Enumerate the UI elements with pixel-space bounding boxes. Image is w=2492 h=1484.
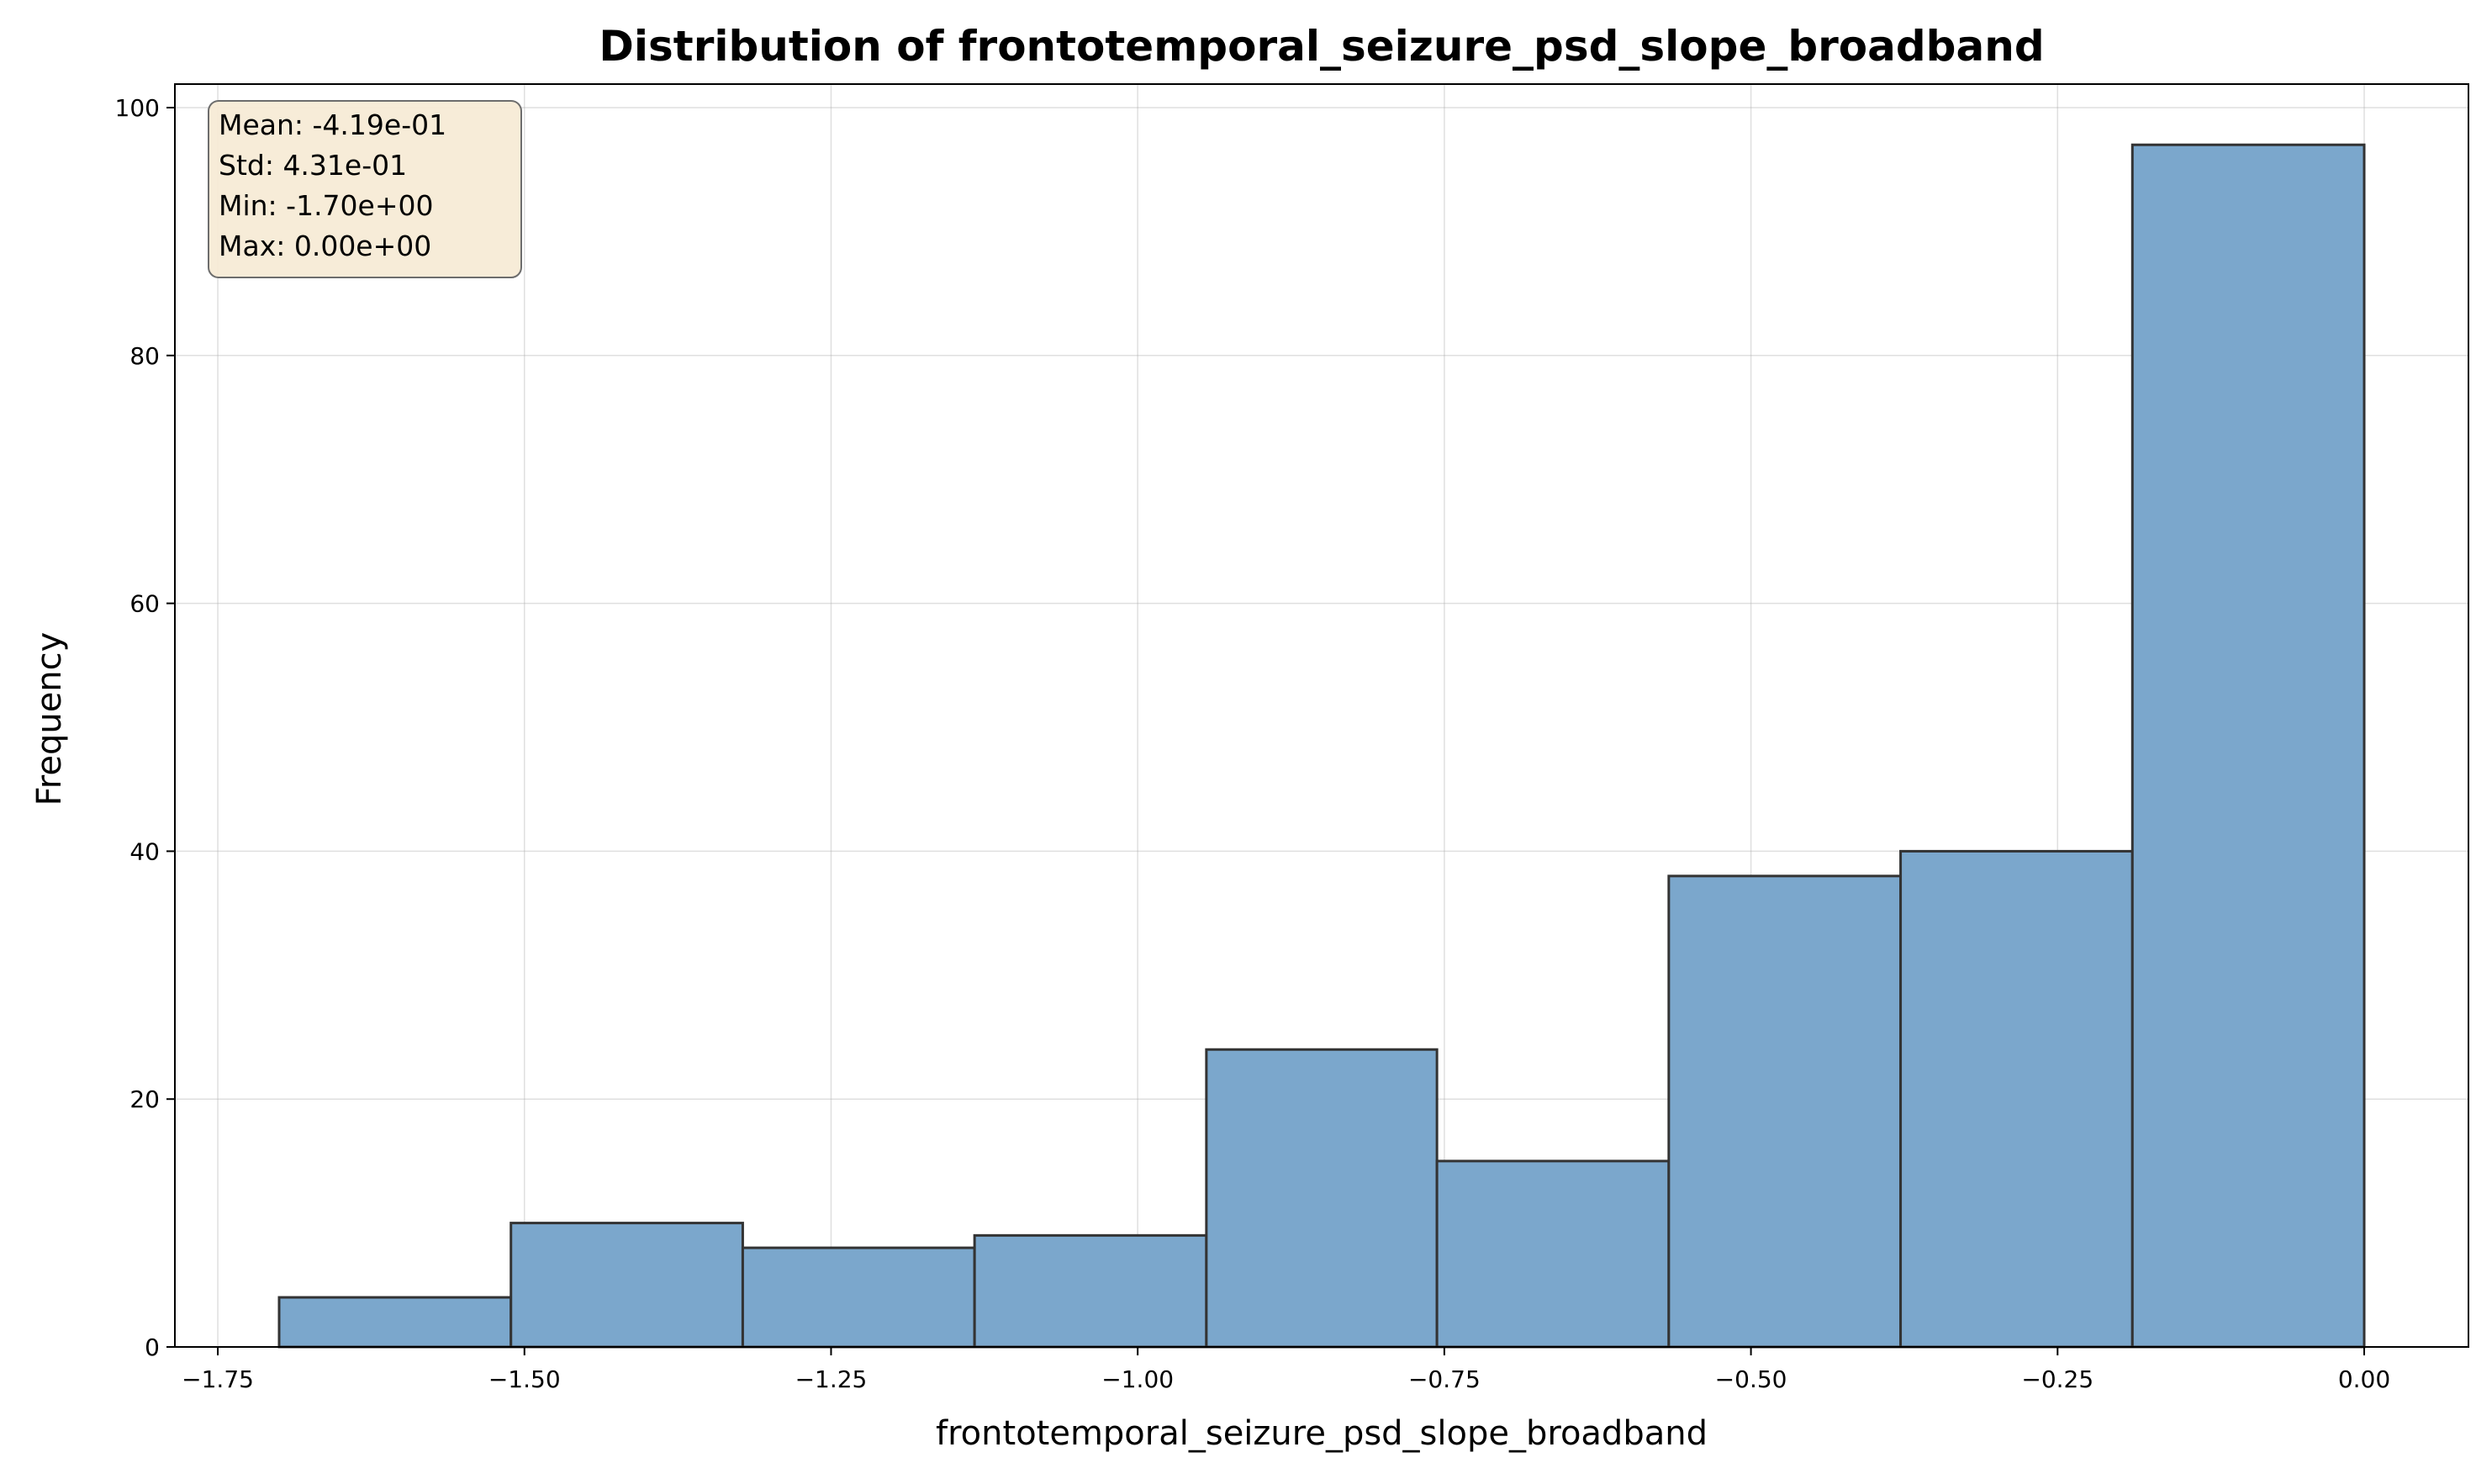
x-tick-label: −1.50 — [488, 1365, 561, 1393]
chart-title: Distribution of frontotemporal_seizure_p… — [599, 22, 2044, 71]
bars — [277, 143, 2366, 1349]
x-axis-label: frontotemporal_seizure_psd_slope_broadba… — [936, 1414, 1708, 1453]
histogram-bar — [1667, 874, 1903, 1349]
y-tick-label: 0 — [145, 1333, 160, 1361]
x-tick-label: −0.75 — [1408, 1365, 1481, 1393]
y-tick-label: 100 — [115, 94, 160, 122]
histogram-bar — [277, 1296, 513, 1349]
x-tick-label: −0.50 — [1715, 1365, 1787, 1393]
x-tick-label: 0.00 — [2338, 1365, 2390, 1393]
y-tick-label: 40 — [129, 837, 160, 865]
histogram-bar — [973, 1233, 1208, 1349]
stats-mean: Mean: -4.19e-01 — [219, 108, 446, 141]
stats-std: Std: 4.31e-01 — [219, 149, 407, 182]
plot-frame — [174, 83, 2469, 1348]
stats-min: Min: -1.70e+00 — [219, 189, 434, 222]
histogram-bar — [509, 1222, 744, 1349]
x-tick-label: −1.25 — [795, 1365, 868, 1393]
stats-box-background — [208, 100, 522, 278]
histogram-bar — [2130, 143, 2366, 1349]
y-tick-label: 60 — [129, 590, 160, 618]
stats-max: Max: 0.00e+00 — [219, 230, 431, 262]
histogram-bar — [741, 1246, 976, 1349]
y-axis-label: Frequency — [30, 632, 69, 806]
x-tick-label: −0.25 — [2021, 1365, 2093, 1393]
stats-box: Mean: -4.19e-01 Std: 4.31e-01 Min: -1.70… — [208, 100, 522, 278]
y-tick-label: 20 — [129, 1085, 160, 1113]
histogram-bar — [1205, 1048, 1439, 1349]
histogram-bar — [1899, 849, 2134, 1349]
y-tick-label: 80 — [129, 342, 160, 370]
x-tick-label: −1.00 — [1101, 1365, 1174, 1393]
x-tick-label: −1.75 — [182, 1365, 254, 1393]
axis-ticks: −1.75 −1.50 −1.25 −1.00 −0.75 −0.50 −0.25 0.00 0… — [115, 94, 2391, 1393]
histogram-bar — [1435, 1159, 1671, 1349]
